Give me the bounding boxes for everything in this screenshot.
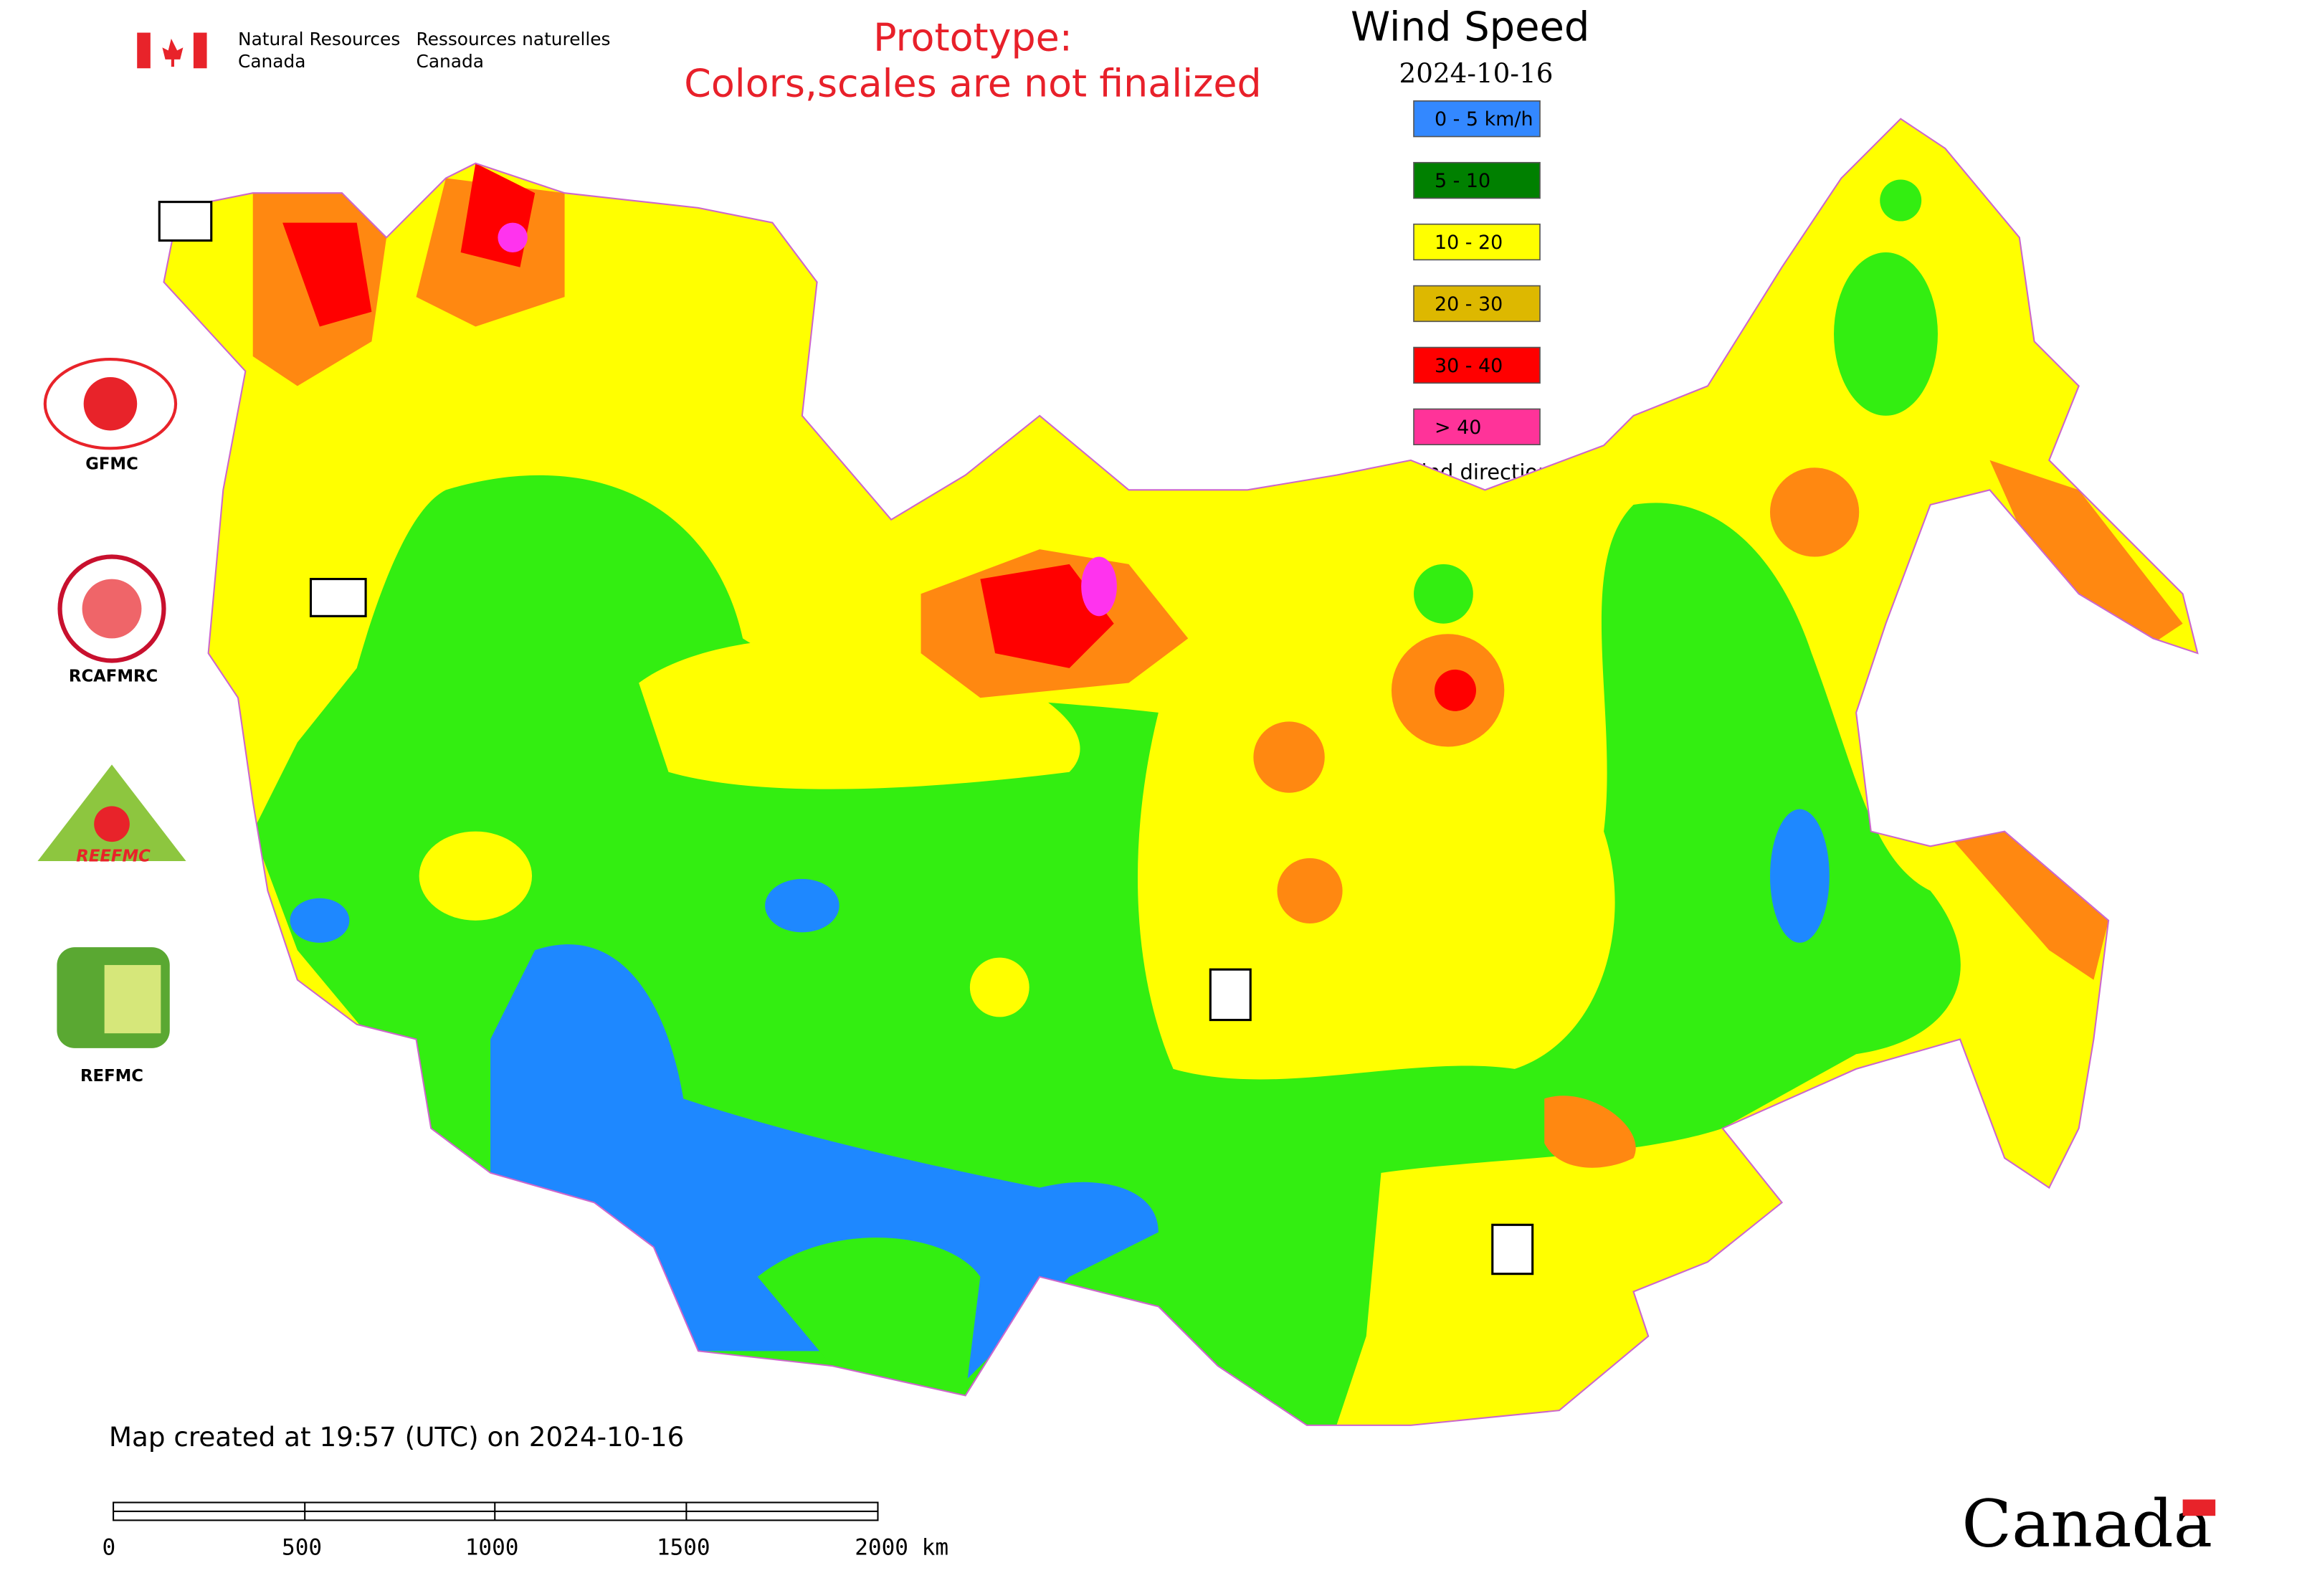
scale-label: 2000 km: [855, 1535, 948, 1561]
legend-swatch: [1413, 285, 1541, 323]
dept-en: Natural Resources: [238, 29, 400, 49]
created-note: Map created at 19:57 (UTC) on 2024-10-16: [109, 1421, 684, 1453]
wordmark-flag: [2182, 1499, 2216, 1516]
logo-label: GFMC: [85, 455, 138, 474]
legend-swatch: [1413, 161, 1541, 199]
scale-bar: [113, 1501, 879, 1521]
scale-label: 0: [103, 1535, 116, 1561]
canada-wordmark: Canada: [1961, 1486, 2212, 1562]
scale-label: 500: [282, 1535, 322, 1561]
legend-swatch: [1413, 346, 1541, 384]
legend-label: 0 - 5 km/h: [1435, 108, 1533, 130]
logos: [37, 358, 186, 1048]
legend: 0 - 5 km/h 5 - 10 10 - 20 20 - 30 30 - 40 > 4…: [1413, 100, 1541, 446]
legend-label: 10 - 20: [1435, 232, 1503, 254]
legend-swatch: [1413, 408, 1541, 446]
logo-label: REFMC: [80, 1067, 143, 1086]
map-logo: [1209, 968, 1252, 1022]
logo-label: REEFMC: [76, 847, 151, 865]
dept-fr: Canada: [417, 51, 484, 72]
dept-en: Canada: [238, 51, 305, 72]
legend-label: 30 - 40: [1435, 355, 1503, 377]
legend-label: 20 - 30: [1435, 293, 1503, 315]
government-signature: Natural Resources Canada Ressources natu…: [137, 29, 611, 72]
map-logo: [1491, 1223, 1534, 1276]
notice: Colors,scales are not finalized: [684, 61, 1261, 106]
map-logo: [309, 578, 367, 617]
map-title: Wind Speed: [1351, 4, 1589, 51]
map-logo: [158, 201, 213, 242]
scale-label: 1000: [465, 1535, 519, 1561]
scale-label: 1500: [657, 1535, 710, 1561]
legend-label: > 40: [1435, 417, 1481, 439]
map-date: 2024-10-16: [1399, 57, 1554, 89]
legend-swatch: [1413, 100, 1541, 138]
logo-label: RCAFMRC: [69, 668, 158, 686]
legend-swatch: [1413, 223, 1541, 261]
legend-label: 5 - 10: [1435, 170, 1490, 192]
dept-fr: Ressources naturelles: [417, 29, 611, 49]
notice: Prototype:: [873, 15, 1072, 60]
